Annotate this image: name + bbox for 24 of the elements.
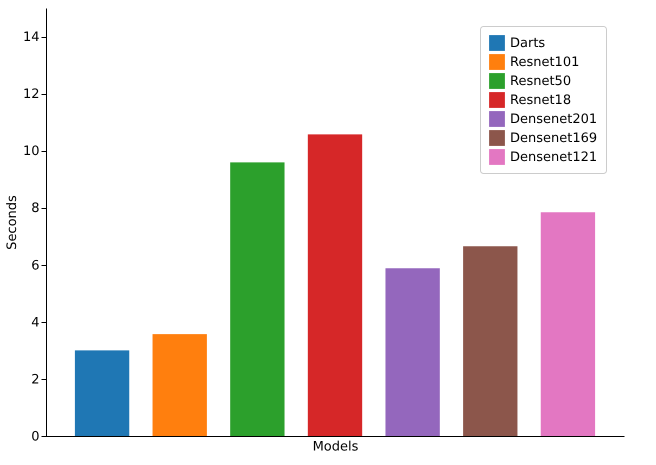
- legend-label: Darts: [510, 36, 546, 51]
- bar: [230, 162, 285, 436]
- y-axis-title: Seconds: [4, 194, 20, 250]
- y-tick-label: 4: [31, 315, 40, 330]
- legend-label: Resnet101: [510, 55, 580, 70]
- legend-label: Densenet121: [510, 150, 598, 165]
- bar: [385, 268, 440, 436]
- y-tick-label: 2: [31, 372, 40, 388]
- y-tick-label: 6: [31, 258, 40, 274]
- bar: [152, 334, 207, 436]
- y-tick-label: 10: [22, 144, 40, 160]
- bar: [74, 350, 130, 436]
- bar: [308, 134, 362, 436]
- legend-label: Resnet18: [510, 93, 572, 108]
- x-axis-title: Models: [312, 440, 359, 454]
- legend-label: Densenet169: [510, 131, 598, 146]
- y-tick-label: 8: [31, 201, 40, 216]
- legend-label: Densenet201: [510, 112, 598, 127]
- bar: [540, 212, 596, 436]
- y-tick-label: 14: [22, 30, 40, 46]
- bar: [463, 246, 518, 436]
- y-tick-label: 0: [31, 430, 40, 444]
- legend-label: Resnet50: [510, 74, 572, 89]
- y-tick-label: 12: [22, 87, 40, 102]
